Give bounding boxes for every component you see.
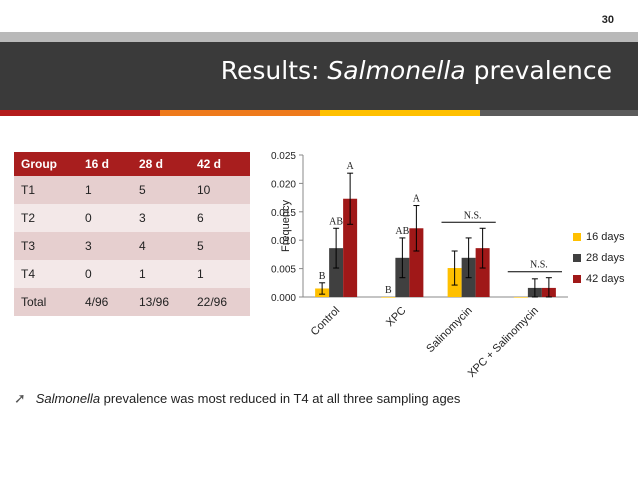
table-header-cell: 42 d — [190, 152, 250, 176]
table-cell: 3 — [78, 232, 132, 260]
significance-letter: AB — [329, 216, 343, 227]
table-cell: 22/96 — [190, 288, 250, 316]
table-row: T2 0 3 6 — [14, 204, 250, 232]
legend-swatch — [573, 254, 581, 262]
bar — [329, 248, 344, 297]
table-cell: 5 — [132, 176, 190, 204]
bullet-point: ➚ Salmonella prevalence was most reduced … — [14, 390, 461, 406]
bar — [513, 297, 528, 298]
page-number: 30 — [601, 14, 614, 26]
y-tick-label: 0.010 — [271, 236, 296, 247]
accent-bar-red — [0, 110, 160, 116]
significance-letter: A — [413, 194, 421, 205]
table-cell: 6 — [190, 204, 250, 232]
y-tick-label: 0.000 — [271, 293, 296, 304]
table-cell: 1 — [132, 260, 190, 288]
table-cell: 1 — [190, 260, 250, 288]
accent-bar-orange — [160, 110, 320, 116]
y-tick-label: 0.025 — [271, 151, 296, 162]
table-cell: 0 — [78, 260, 132, 288]
table-cell: T1 — [14, 176, 78, 204]
ns-label: N.S. — [464, 210, 482, 221]
accent-bar-yellow — [320, 110, 480, 116]
legend-swatch — [573, 233, 581, 241]
y-tick-label: 0.005 — [271, 265, 296, 276]
bar — [343, 198, 358, 297]
y-tick-label: 0.020 — [271, 179, 296, 190]
title-band: Results: Salmonella prevalence — [0, 42, 638, 110]
bar — [475, 248, 490, 297]
table-cell: Total — [14, 288, 78, 316]
y-tick-label: 0.015 — [271, 208, 296, 219]
ns-label: N.S. — [530, 260, 548, 271]
table-cell: 4 — [132, 232, 190, 260]
table-row: Total 4/96 13/96 22/96 — [14, 288, 250, 316]
prevalence-table: Group 16 d 28 d 42 d T1 1 5 10 T2 0 3 6 … — [14, 152, 250, 316]
table-cell: 3 — [132, 204, 190, 232]
table-cell: T4 — [14, 260, 78, 288]
significance-letter: AB — [395, 226, 409, 237]
table-cell: 5 — [190, 232, 250, 260]
table-header-cell: Group — [14, 152, 78, 176]
significance-letter: A — [347, 161, 355, 172]
significance-letter: B — [319, 271, 326, 282]
accent-bar-gray — [480, 110, 638, 116]
table-cell: 1 — [78, 176, 132, 204]
table-header-row: Group 16 d 28 d 42 d — [14, 152, 250, 176]
table-header-cell: 28 d — [132, 152, 190, 176]
significance-letter: B — [385, 285, 392, 296]
x-category-label: Salinomycin — [424, 305, 474, 355]
legend-label: 16 days — [586, 231, 625, 243]
x-category-label: XPC — [384, 305, 409, 330]
table-cell: 4/96 — [78, 288, 132, 316]
bar — [381, 297, 396, 298]
top-rule — [0, 32, 638, 42]
legend-label: 28 days — [586, 252, 625, 264]
table-cell: 13/96 — [132, 288, 190, 316]
slide-title: Results: Salmonella prevalence — [220, 56, 612, 85]
table-row: T1 1 5 10 — [14, 176, 250, 204]
bar — [409, 228, 424, 297]
table-row: T3 3 4 5 — [14, 232, 250, 260]
y-axis-label: Frequency — [280, 200, 292, 252]
table-header-cell: 16 d — [78, 152, 132, 176]
arrow-bullet-icon: ➚ — [14, 390, 26, 406]
table-cell: T2 — [14, 204, 78, 232]
table-cell: 10 — [190, 176, 250, 204]
x-category-label: XPC + Salinomycin — [466, 305, 541, 380]
legend-label: 42 days — [586, 273, 625, 285]
x-category-label: Control — [309, 305, 343, 339]
table-row: T4 0 1 1 — [14, 260, 250, 288]
legend-swatch — [573, 275, 581, 283]
table-cell: T3 — [14, 232, 78, 260]
table-cell: 0 — [78, 204, 132, 232]
